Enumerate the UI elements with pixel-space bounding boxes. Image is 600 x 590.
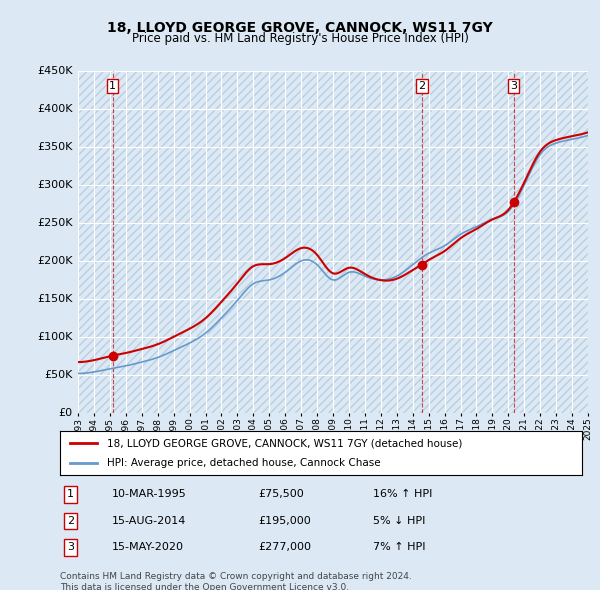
Text: 16% ↑ HPI: 16% ↑ HPI [373,490,433,499]
Text: £195,000: £195,000 [259,516,311,526]
Text: £250K: £250K [37,218,73,228]
Text: £350K: £350K [38,142,73,152]
Text: 3: 3 [67,542,74,552]
Text: 10-MAR-1995: 10-MAR-1995 [112,490,187,499]
Text: £400K: £400K [37,104,73,114]
Text: 2: 2 [67,516,74,526]
Text: 3: 3 [510,81,517,91]
Text: £200K: £200K [37,256,73,266]
Text: £277,000: £277,000 [259,542,311,552]
Text: £100K: £100K [38,332,73,342]
Text: 15-AUG-2014: 15-AUG-2014 [112,516,187,526]
Text: £450K: £450K [37,66,73,76]
Text: 15-MAY-2020: 15-MAY-2020 [112,542,184,552]
Text: 5% ↓ HPI: 5% ↓ HPI [373,516,425,526]
Text: HPI: Average price, detached house, Cannock Chase: HPI: Average price, detached house, Cann… [107,458,380,467]
Text: £75,500: £75,500 [259,490,304,499]
Text: £150K: £150K [38,294,73,304]
Text: Contains HM Land Registry data © Crown copyright and database right 2024.
This d: Contains HM Land Registry data © Crown c… [60,572,412,590]
Text: 1: 1 [67,490,74,499]
Text: Price paid vs. HM Land Registry's House Price Index (HPI): Price paid vs. HM Land Registry's House … [131,32,469,45]
Text: 1: 1 [109,81,116,91]
Text: 18, LLOYD GEORGE GROVE, CANNOCK, WS11 7GY: 18, LLOYD GEORGE GROVE, CANNOCK, WS11 7G… [107,21,493,35]
Text: 7% ↑ HPI: 7% ↑ HPI [373,542,426,552]
Text: £0: £0 [59,408,73,418]
Text: £50K: £50K [44,370,73,380]
Text: 2: 2 [418,81,425,91]
Text: 18, LLOYD GEORGE GROVE, CANNOCK, WS11 7GY (detached house): 18, LLOYD GEORGE GROVE, CANNOCK, WS11 7G… [107,438,463,448]
Text: £300K: £300K [38,180,73,190]
